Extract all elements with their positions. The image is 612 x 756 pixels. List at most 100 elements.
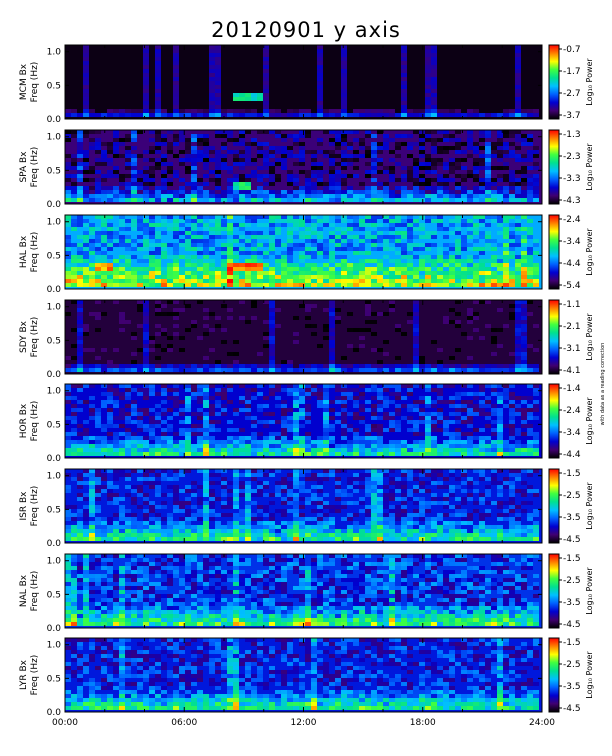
spectrogram-cell	[245, 493, 251, 497]
spectrogram-cell	[221, 404, 227, 408]
spectrogram-cell	[263, 481, 269, 485]
spectrogram-cell	[125, 428, 131, 432]
spectrogram-cell	[65, 416, 71, 420]
spectrogram-cell	[515, 105, 521, 109]
spectrogram-cell	[143, 517, 149, 521]
spectrogram-cell	[251, 190, 257, 194]
spectrogram-cell	[71, 477, 77, 481]
spectrogram-cell	[377, 497, 383, 501]
spectrogram-cell	[449, 170, 455, 174]
spectrogram-cell	[341, 448, 347, 452]
spectrogram-cell	[353, 113, 359, 117]
spectrogram-cell	[413, 130, 419, 134]
spectrogram-cell	[239, 436, 245, 440]
spectrogram-cell	[521, 255, 527, 259]
spectrogram-cell	[419, 227, 425, 231]
spectrogram-cell	[371, 150, 377, 154]
spectrogram-cell	[275, 448, 281, 452]
spectrogram-cell	[407, 521, 413, 525]
spectrogram-cell	[143, 392, 149, 396]
spectrogram-cell	[113, 440, 119, 444]
spectrogram-cell	[263, 364, 269, 368]
spectrogram-cell	[371, 113, 377, 117]
spectrogram-cell	[197, 469, 203, 473]
spectrogram-cell	[215, 198, 221, 202]
spectrogram-cell	[77, 336, 83, 340]
spectrogram-cell	[533, 251, 539, 255]
spectrogram-cell	[257, 198, 263, 202]
spectrogram-cell	[281, 138, 287, 142]
spectrogram-cell	[197, 279, 203, 283]
spectrogram-cell	[503, 259, 509, 263]
spectrogram-cell	[527, 300, 533, 304]
spectrogram-cell	[143, 61, 149, 65]
spectrogram-cell	[299, 505, 305, 509]
spectrogram-cell	[119, 190, 125, 194]
spectrogram-cell	[89, 263, 95, 267]
spectrogram-cell	[71, 194, 77, 198]
spectrogram-cell	[71, 416, 77, 420]
spectrogram-cell	[143, 69, 149, 73]
spectrogram-cell	[509, 436, 515, 440]
spectrogram-cell	[395, 275, 401, 279]
spectrogram-cell	[155, 300, 161, 304]
spectrogram-cell	[137, 521, 143, 525]
spectrogram-cell	[419, 215, 425, 219]
spectrogram-cell	[209, 93, 215, 97]
spectrogram-cell	[317, 400, 323, 404]
spectrogram-cell	[257, 174, 263, 178]
spectrogram-cell	[167, 255, 173, 259]
spectrogram-cell	[389, 364, 395, 368]
spectrogram-cell	[467, 130, 473, 134]
spectrogram-cell	[443, 513, 449, 517]
spectrogram-cell	[317, 93, 323, 97]
spectrogram-cell	[485, 267, 491, 271]
spectrogram-cell	[485, 134, 491, 138]
spectrogram-cell	[317, 85, 323, 89]
spectrogram-cell	[209, 239, 215, 243]
spectrogram-cell	[497, 174, 503, 178]
spectrogram-cell	[467, 364, 473, 368]
spectrogram-cell	[317, 448, 323, 452]
spectrogram-cell	[203, 227, 209, 231]
spectrogram-cell	[413, 424, 419, 428]
spectrogram-cell	[467, 138, 473, 142]
spectrogram-cell	[299, 223, 305, 227]
spectrogram-cell	[239, 174, 245, 178]
spectrogram-cell	[383, 497, 389, 501]
spectrogram-cell	[257, 194, 263, 198]
spectrogram-cell	[479, 283, 485, 287]
spectrogram-cell	[467, 477, 473, 481]
spectrogram-cell	[191, 267, 197, 271]
spectrogram-cell	[215, 227, 221, 231]
spectrogram-cell	[371, 348, 377, 352]
spectrogram-cell	[167, 537, 173, 541]
spectrogram-cell	[389, 279, 395, 283]
spectrogram-cell	[275, 440, 281, 444]
spectrogram-cell	[491, 388, 497, 392]
spectrogram-cell	[221, 529, 227, 533]
spectrogram-cell	[209, 158, 215, 162]
spectrogram-cell	[65, 134, 71, 138]
spectrogram-cell	[509, 448, 515, 452]
spectrogram-cell	[317, 69, 323, 73]
spectrogram-cell	[173, 529, 179, 533]
spectrogram-cell	[245, 388, 251, 392]
spectrogram-cell	[317, 89, 323, 93]
spectrogram-cell	[251, 424, 257, 428]
spectrogram-cell	[143, 408, 149, 412]
spectrogram-cell	[281, 198, 287, 202]
spectrogram-cell	[389, 247, 395, 251]
spectrogram-cell	[263, 101, 269, 105]
spectrogram-cell	[305, 392, 311, 396]
spectrogram-cell	[197, 416, 203, 420]
y-axis-freq-label: Freq (Hz)	[30, 62, 40, 103]
spectrogram-cell	[149, 178, 155, 182]
spectrogram-cell	[227, 255, 233, 259]
spectrogram-cell	[341, 162, 347, 166]
spectrogram-cell	[221, 190, 227, 194]
spectrogram-cell	[521, 239, 527, 243]
spectrogram-cell	[419, 247, 425, 251]
spectrogram-cell	[245, 537, 251, 541]
spectrogram-cell	[329, 283, 335, 287]
